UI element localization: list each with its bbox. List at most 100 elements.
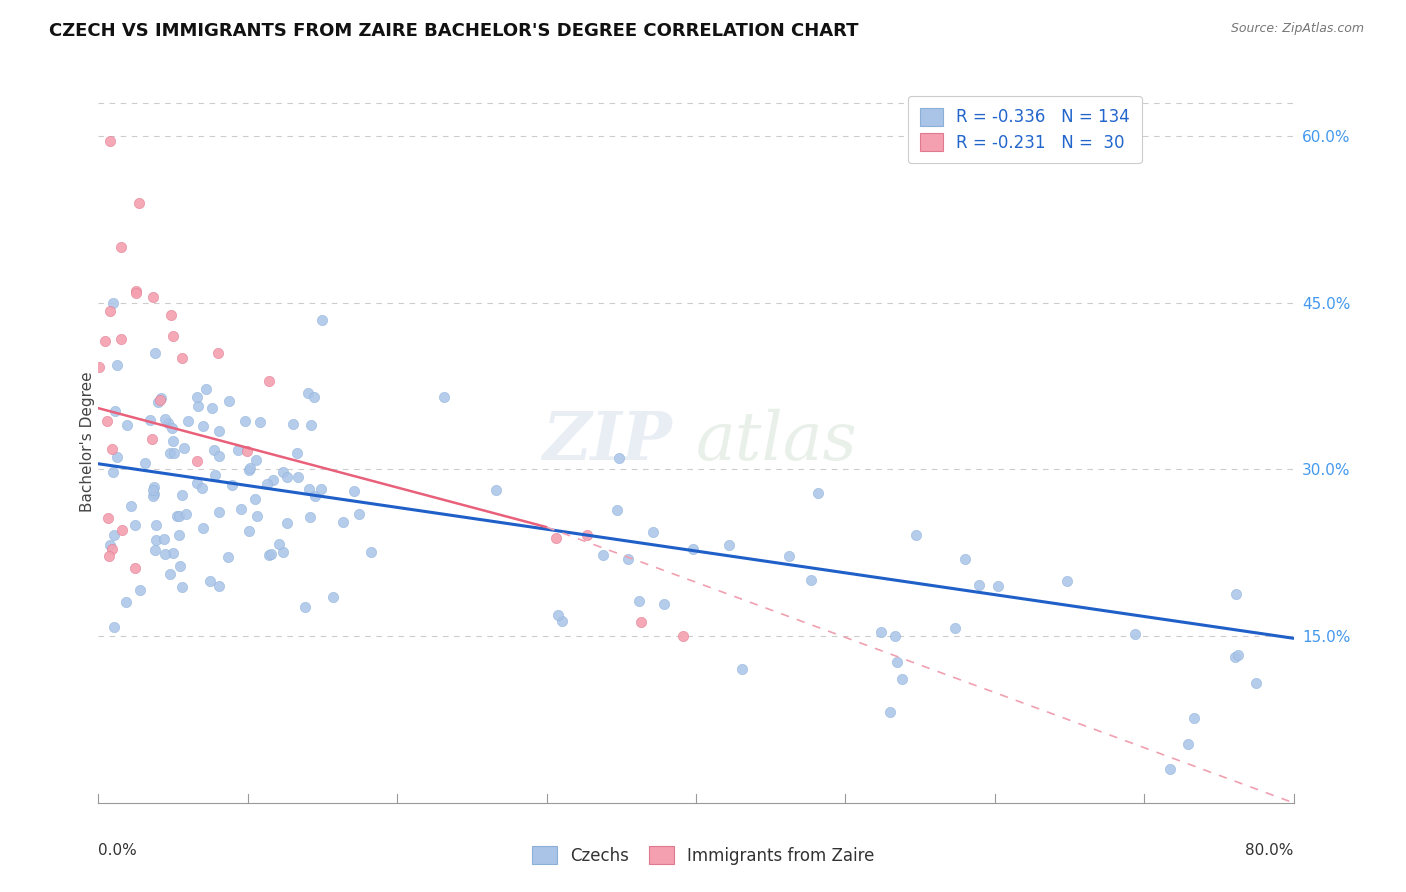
Point — [208, 449, 231, 463]
Point — [146, 395, 169, 409]
Point — [245, 453, 267, 467]
Point — [103, 528, 125, 542]
Point — [101, 542, 124, 557]
Point — [276, 516, 298, 530]
Point — [299, 510, 322, 524]
Point — [243, 492, 266, 507]
Point — [174, 508, 197, 522]
Point — [332, 515, 354, 529]
Point — [207, 505, 229, 519]
Point — [652, 597, 675, 611]
Point — [238, 463, 260, 477]
Point — [201, 401, 224, 415]
Point — [120, 499, 142, 513]
Point — [139, 413, 162, 427]
Point — [969, 578, 991, 592]
Point — [731, 662, 754, 676]
Point — [153, 412, 176, 426]
Point — [546, 531, 568, 545]
Point — [1182, 711, 1205, 725]
Point — [186, 390, 208, 404]
Point — [193, 520, 215, 534]
Point — [287, 469, 309, 483]
Point — [159, 566, 181, 581]
Point — [134, 456, 156, 470]
Point — [485, 483, 508, 498]
Point — [143, 487, 166, 501]
Point — [162, 434, 184, 449]
Point — [98, 135, 122, 149]
Point — [104, 403, 127, 417]
Text: 80.0%: 80.0% — [1246, 843, 1294, 857]
Point — [607, 451, 630, 466]
Point — [879, 705, 901, 719]
Point — [170, 351, 193, 365]
Point — [298, 482, 321, 496]
Point — [238, 524, 260, 538]
Point — [141, 432, 163, 446]
Point — [89, 359, 111, 374]
Point — [1225, 587, 1247, 601]
Text: CZECH VS IMMIGRANTS FROM ZAIRE BACHELOR'S DEGREE CORRELATION CHART: CZECH VS IMMIGRANTS FROM ZAIRE BACHELOR'… — [49, 22, 859, 40]
Point — [616, 552, 638, 566]
Point — [167, 509, 190, 524]
Point — [162, 446, 184, 460]
Point — [433, 390, 456, 404]
Point — [153, 547, 176, 561]
Point — [105, 358, 128, 372]
Point — [187, 399, 209, 413]
Point — [115, 417, 138, 432]
Point — [304, 489, 326, 503]
Point — [186, 475, 208, 490]
Y-axis label: Bachelor's Degree: Bachelor's Degree — [80, 371, 94, 512]
Point — [257, 549, 280, 563]
Point — [271, 465, 294, 479]
Point — [256, 477, 278, 491]
Point — [1177, 737, 1199, 751]
Point — [162, 546, 184, 560]
Point — [167, 528, 190, 542]
Point — [285, 446, 308, 460]
Point — [103, 296, 125, 310]
Point — [173, 441, 195, 455]
Point — [257, 374, 280, 388]
Point — [98, 304, 121, 318]
Point — [207, 345, 229, 359]
Point — [159, 445, 181, 459]
Point — [271, 545, 294, 559]
Point — [94, 334, 117, 348]
Point — [97, 511, 120, 525]
Point — [105, 450, 128, 464]
Point — [221, 478, 243, 492]
Text: 0.0%: 0.0% — [98, 843, 138, 857]
Text: Source: ZipAtlas.com: Source: ZipAtlas.com — [1230, 22, 1364, 36]
Point — [807, 486, 830, 500]
Point — [349, 507, 371, 521]
Point — [208, 425, 231, 439]
Point — [186, 454, 208, 468]
Point — [343, 484, 366, 499]
Point — [125, 285, 148, 299]
Point — [166, 509, 188, 524]
Point — [1227, 648, 1250, 663]
Point — [142, 480, 165, 494]
Point — [276, 469, 298, 483]
Point — [233, 414, 256, 428]
Point — [643, 524, 665, 539]
Point — [1223, 649, 1246, 664]
Point — [124, 561, 146, 575]
Point — [110, 240, 132, 254]
Point — [204, 467, 226, 482]
Point — [322, 591, 344, 605]
Point — [128, 196, 150, 211]
Point — [142, 483, 165, 497]
Point — [169, 559, 191, 574]
Point — [226, 443, 249, 458]
Point — [1056, 574, 1078, 588]
Point — [605, 502, 627, 516]
Point — [145, 533, 167, 548]
Point — [111, 524, 134, 538]
Point — [294, 599, 316, 614]
Point — [953, 551, 976, 566]
Point — [299, 417, 322, 432]
